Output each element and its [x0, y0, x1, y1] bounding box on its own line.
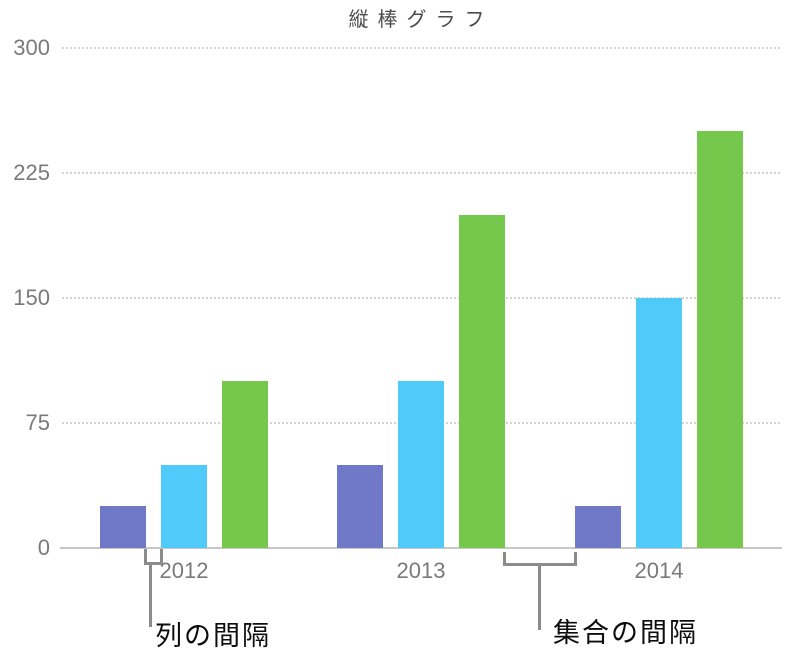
- column-gap-leader-line: [149, 565, 152, 627]
- bar-2012-series3: [222, 381, 268, 548]
- bar-2013-series3: [459, 214, 505, 548]
- cluster-gap-bracket: [503, 552, 577, 566]
- column-gap-bracket: [144, 549, 163, 565]
- column-gap-label: 列の間隔: [155, 621, 271, 651]
- x-tick-label: 2014: [634, 558, 684, 583]
- bar-2012-series2: [161, 464, 207, 548]
- cluster-gap-label: 集合の間隔: [553, 618, 698, 648]
- gridline: [62, 172, 780, 174]
- gridline: [62, 297, 780, 299]
- bar-2013-series2: [398, 381, 444, 548]
- x-axis-line: [60, 547, 782, 549]
- bar-2013-series1: [337, 464, 383, 548]
- y-tick-label: 75: [25, 410, 50, 435]
- gridline: [62, 47, 780, 49]
- cluster-gap-leader-line: [538, 566, 541, 630]
- x-tick-label: 2013: [396, 558, 446, 583]
- y-tick-label: 300: [13, 35, 50, 60]
- bar-2012-series1: [100, 506, 146, 548]
- chart-title: 縦棒グラフ: [348, 9, 494, 31]
- y-tick-label: 225: [13, 160, 50, 185]
- bar-2014-series1: [575, 506, 621, 548]
- bar-2014-series3: [697, 131, 743, 548]
- y-tick-label: 0: [37, 535, 50, 560]
- x-tick-label: 2012: [159, 558, 209, 583]
- bar-2014-series2: [636, 298, 682, 548]
- y-tick-label: 150: [13, 285, 50, 310]
